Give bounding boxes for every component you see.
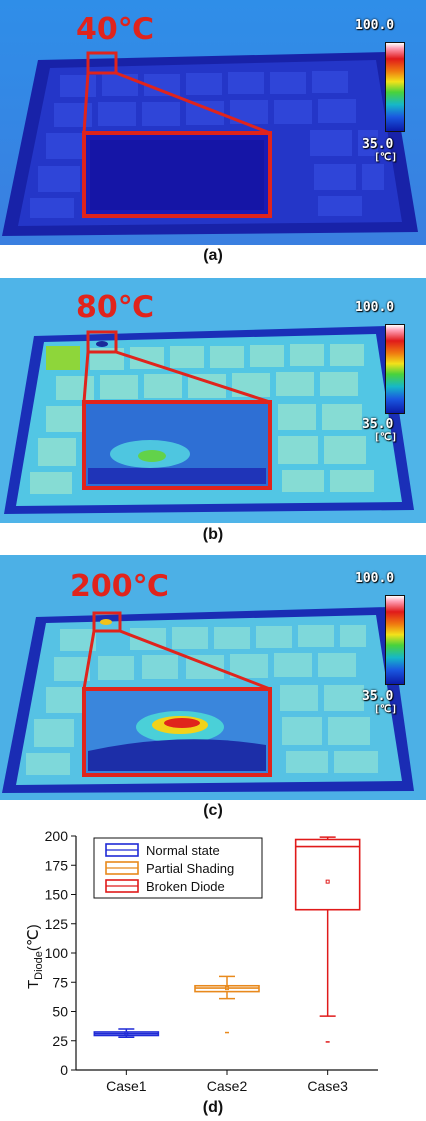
y-tick-label: 75 (52, 974, 68, 990)
colorbar-unit-a: [℃] (374, 152, 398, 163)
thermal-image-a: 40℃ 100.0 35.0 [℃] (0, 0, 426, 245)
colorbar-min-c: 35.0 (362, 689, 394, 704)
cell-grid-a (30, 71, 384, 218)
cell-grid-c (26, 625, 378, 775)
colorbar-min-a: 35.0 (362, 137, 394, 152)
y-tick-label: 200 (45, 828, 69, 844)
thermal-scene-c (0, 555, 426, 800)
legend-label: Partial Shading (146, 861, 234, 876)
legend-label: Normal state (146, 843, 220, 858)
mean-marker (124, 1031, 129, 1036)
box-plot-chart: 0 25 50 75 100 125 150 175 200 Case1 Case2 Case3 TDi… (25, 828, 378, 1094)
box-case2 (194, 975, 260, 1034)
mean-marker (325, 879, 330, 884)
thermal-image-c: 200℃ 100.0 35.0 [℃] (0, 555, 426, 800)
mean-marker (225, 986, 229, 991)
y-axis-label: TDiode(℃) (25, 924, 45, 989)
colorbar-c (385, 595, 405, 685)
colorbar-max-b: 100.0 (355, 300, 395, 315)
colorbar-max-c: 100.0 (355, 571, 395, 586)
temperature-label-c: 200℃ (70, 569, 169, 604)
colorbar-max-a: 100.0 (355, 18, 395, 33)
y-tick-label: 50 (52, 1004, 68, 1020)
colorbar-a (385, 42, 405, 132)
legend-label: Broken Diode (146, 879, 225, 894)
thermal-scene-a (0, 0, 426, 245)
x-tick-label: Case3 (307, 1078, 348, 1094)
box-iqr (294, 838, 361, 911)
y-tick-label: 100 (45, 945, 69, 961)
y-tick-label: 150 (45, 887, 69, 903)
colorbar-unit-b: [℃] (374, 432, 398, 443)
y-tick-label: 175 (45, 857, 69, 873)
caption-a: (a) (203, 247, 223, 264)
caption-c: (c) (203, 802, 223, 819)
colorbar-unit-c: [℃] (374, 704, 398, 715)
thermal-scene-b (0, 278, 426, 523)
colorbar-min-b: 35.0 (362, 417, 394, 432)
y-tick-label: 0 (60, 1062, 68, 1078)
temperature-label-b: 80℃ (76, 290, 155, 325)
caption-d: (d) (202, 1099, 224, 1116)
box-case3 (294, 836, 361, 1043)
y-tick-label: 125 (45, 916, 69, 932)
x-tick-label: Case1 (106, 1078, 147, 1094)
colorbar-b (385, 324, 405, 414)
thermal-image-b: 80℃ 100.0 35.0 [℃] (0, 278, 426, 523)
y-tick-label: 25 (52, 1033, 68, 1049)
temperature-label-a: 40℃ (76, 12, 155, 47)
x-tick-label: Case2 (207, 1078, 248, 1094)
box-case1 (93, 1028, 160, 1038)
caption-b: (b) (202, 526, 224, 543)
